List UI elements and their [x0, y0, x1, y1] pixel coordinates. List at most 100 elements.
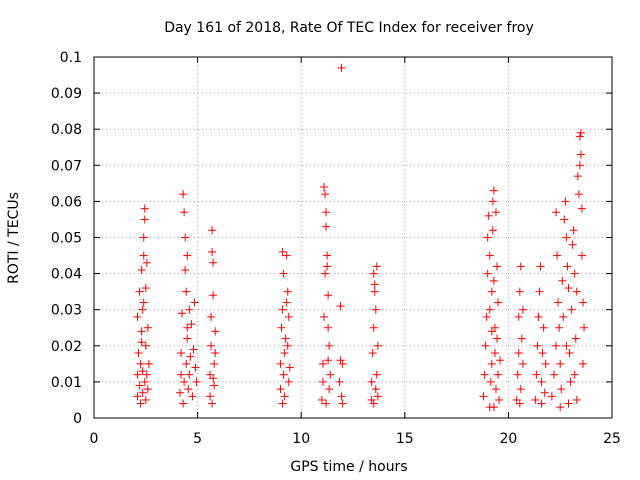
data-point — [136, 399, 145, 408]
data-point — [208, 226, 217, 235]
x-axis-label: GPS time / hours — [290, 459, 407, 475]
data-point — [575, 161, 584, 170]
data-point — [283, 287, 292, 296]
data-point — [577, 204, 586, 213]
data-point — [180, 208, 189, 217]
y-tick-label: 0.04 — [51, 267, 82, 283]
data-point — [537, 377, 546, 386]
plot-frame — [93, 56, 613, 419]
data-point — [572, 395, 581, 404]
data-point — [371, 385, 380, 394]
y-tick-label: 0.08 — [51, 122, 82, 138]
data-point — [181, 233, 190, 242]
data-point — [210, 381, 219, 390]
data-point — [191, 363, 200, 372]
data-point — [491, 385, 500, 394]
data-point — [138, 367, 147, 376]
data-point — [135, 381, 144, 390]
data-point — [175, 388, 184, 397]
data-point — [187, 320, 196, 329]
data-point — [480, 370, 489, 379]
data-point — [487, 287, 496, 296]
y-tick-label: 0.05 — [51, 231, 82, 247]
data-point — [142, 370, 151, 379]
data-point — [338, 359, 347, 368]
data-point — [568, 240, 577, 249]
data-point — [278, 399, 287, 408]
data-point — [322, 208, 331, 217]
data-point — [559, 312, 568, 321]
y-tick-label: 0.03 — [51, 303, 82, 319]
data-point — [321, 190, 330, 199]
data-point — [578, 359, 587, 368]
data-point — [207, 312, 216, 321]
data-point — [186, 352, 195, 361]
data-point — [209, 258, 218, 267]
data-point — [137, 265, 146, 274]
data-point — [280, 349, 289, 358]
data-point — [285, 363, 294, 372]
data-point — [140, 377, 149, 386]
data-point — [564, 399, 573, 408]
data-point — [139, 298, 148, 307]
y-tick-label: 0.1 — [60, 50, 82, 66]
data-point — [318, 377, 327, 386]
data-point — [183, 251, 192, 260]
data-point — [139, 233, 148, 242]
data-point — [565, 349, 574, 358]
data-point — [189, 345, 198, 354]
data-point — [486, 377, 495, 386]
data-point — [181, 265, 190, 274]
data-point — [490, 349, 499, 358]
data-point — [276, 359, 285, 368]
data-point — [535, 287, 544, 296]
data-point — [562, 233, 571, 242]
data-point — [518, 359, 527, 368]
data-point — [567, 305, 576, 314]
data-point — [208, 247, 217, 256]
y-tick-label: 0.07 — [51, 158, 82, 174]
data-point — [563, 262, 572, 271]
data-point — [518, 305, 527, 314]
data-point — [484, 211, 493, 220]
data-point — [371, 305, 380, 314]
data-point — [321, 269, 330, 278]
data-point — [549, 370, 558, 379]
data-point — [326, 370, 335, 379]
data-point — [532, 370, 541, 379]
data-point — [276, 385, 285, 394]
data-point — [278, 305, 287, 314]
data-point — [516, 385, 525, 394]
data-point — [177, 370, 186, 379]
data-point — [558, 276, 567, 285]
data-point — [182, 287, 191, 296]
data-point — [496, 356, 505, 365]
data-point — [185, 305, 194, 314]
data-point — [282, 298, 291, 307]
data-point — [179, 190, 188, 199]
data-point — [367, 377, 376, 386]
data-point — [184, 385, 193, 394]
data-point — [541, 359, 550, 368]
data-point — [494, 370, 503, 379]
data-point — [322, 222, 331, 231]
x-tick-label: 20 — [499, 431, 517, 447]
y-tick-label: 0 — [73, 411, 82, 427]
data-point — [561, 197, 570, 206]
data-point — [178, 309, 187, 318]
data-point — [177, 349, 186, 358]
data-point — [570, 269, 579, 278]
data-point — [139, 251, 148, 260]
x-tick-label: 25 — [603, 431, 621, 447]
data-point — [493, 262, 502, 271]
data-point — [317, 395, 326, 404]
data-point — [324, 291, 333, 300]
data-point — [324, 323, 333, 332]
data-point — [553, 251, 562, 260]
data-point — [557, 385, 566, 394]
data-point — [489, 186, 498, 195]
data-point — [324, 356, 333, 365]
data-point — [487, 359, 496, 368]
data-point — [533, 341, 542, 350]
data-point — [319, 312, 328, 321]
